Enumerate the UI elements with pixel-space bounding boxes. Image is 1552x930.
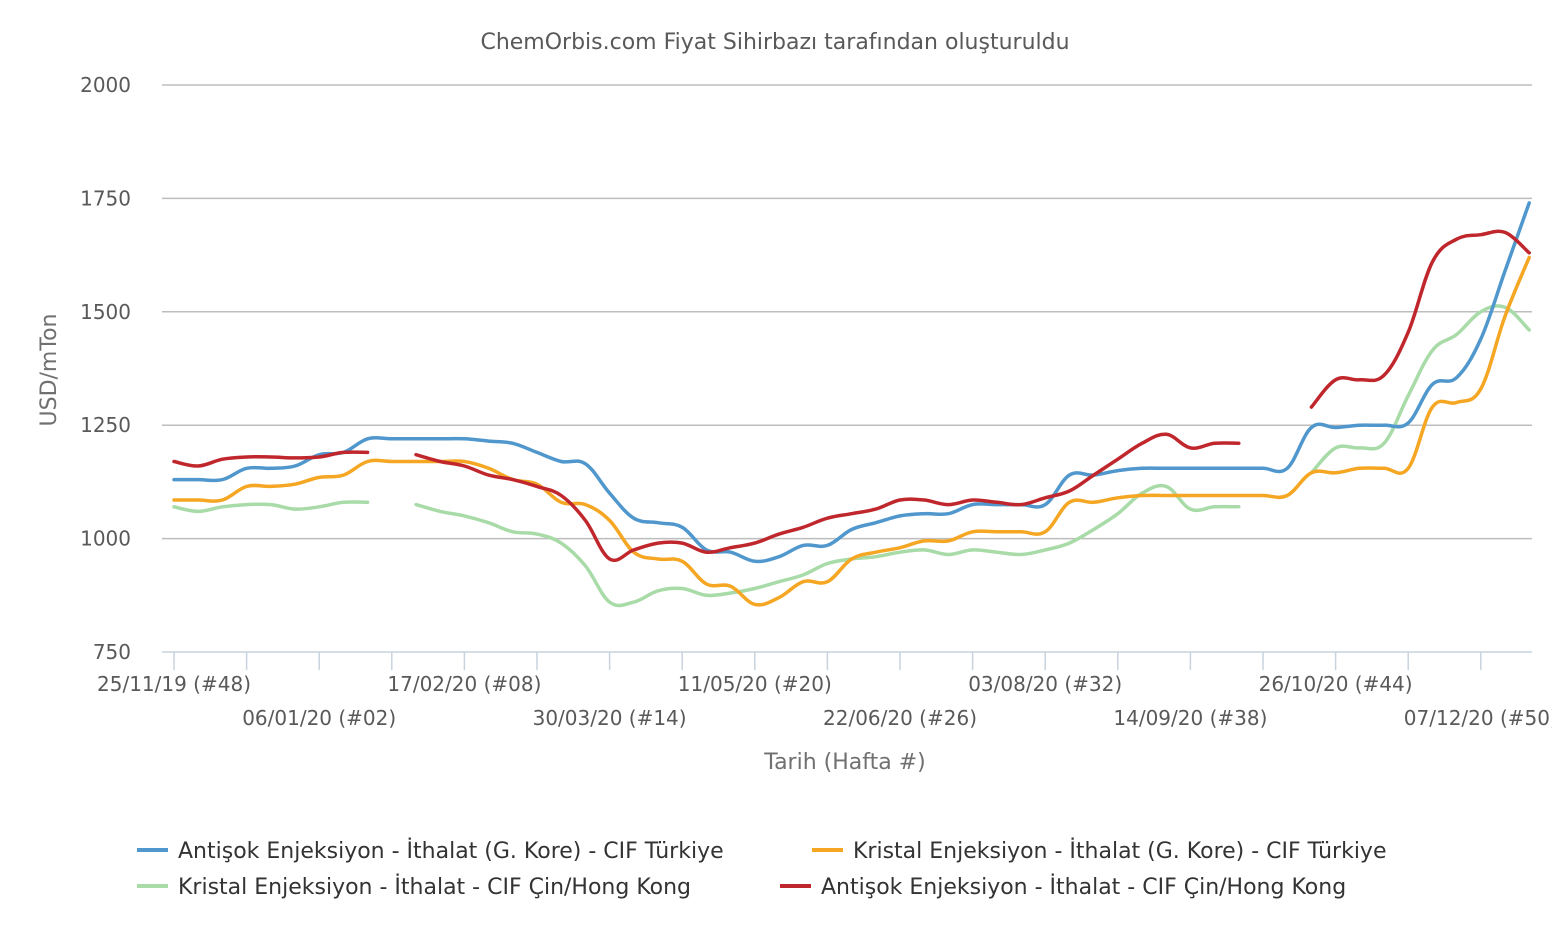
x-ticks: 25/11/19 (#48) 06/01/20 (#02) 17/02/20 (#0… xyxy=(97,652,1552,730)
legend-label: Antişok Enjeksiyon - İthalat (G. Kore) -… xyxy=(178,838,724,864)
x-tick-label: 30/03/20 (#14) xyxy=(533,706,687,730)
x-tick-label: 26/10/20 (#44) xyxy=(1259,672,1413,696)
y-tick-label: 1750 xyxy=(80,186,131,210)
series-lines xyxy=(172,201,1531,608)
legend[interactable]: Antişok Enjeksiyon - İthalat (G. Kore) -… xyxy=(137,838,1387,900)
legend-item[interactable]: Antişok Enjeksiyon - İthalat (G. Kore) -… xyxy=(137,838,724,864)
series-line-segment xyxy=(172,500,370,514)
x-axis-title: Tarih (Hafta #) xyxy=(763,750,925,775)
x-tick-label: 25/11/19 (#48) xyxy=(97,672,251,696)
x-tick-label: 03/08/20 (#32) xyxy=(968,672,1122,696)
x-tick-label: 07/12/20 (#50) xyxy=(1404,706,1552,730)
y-tick-label: 1500 xyxy=(80,300,131,324)
y-axis-title: USD/mTon xyxy=(37,314,62,427)
chart-title: ChemOrbis.com Fiyat Sihirbazı tarafından… xyxy=(480,30,1069,55)
legend-item[interactable]: Kristal Enjeksiyon - İthalat - CIF Çin/H… xyxy=(137,874,691,900)
x-tick-label: 17/02/20 (#08) xyxy=(387,672,541,696)
series-4 xyxy=(172,229,1531,562)
legend-label: Kristal Enjeksiyon - İthalat (G. Kore) -… xyxy=(853,838,1387,864)
x-tick-label: 14/09/20 (#38) xyxy=(1113,706,1267,730)
y-tick-labels: 750 1000 1250 1500 1750 2000 xyxy=(80,73,131,664)
legend-label: Antişok Enjeksiyon - İthalat - CIF Çin/H… xyxy=(821,874,1346,900)
x-tick-label: 22/06/20 (#26) xyxy=(823,706,977,730)
series-line-segment xyxy=(172,450,370,468)
y-gridlines xyxy=(162,84,1532,540)
legend-item[interactable]: Kristal Enjeksiyon - İthalat (G. Kore) -… xyxy=(812,838,1387,864)
x-tick-label: 11/05/20 (#20) xyxy=(678,672,832,696)
y-tick-label: 2000 xyxy=(80,73,131,97)
series-line-segment xyxy=(1309,229,1531,409)
y-tick-label: 750 xyxy=(93,640,131,664)
series-line-segment xyxy=(414,432,1241,562)
series-line-segment xyxy=(172,201,1531,564)
y-tick-label: 1000 xyxy=(80,527,131,551)
series-2 xyxy=(172,255,1531,607)
series-line-segment xyxy=(1309,304,1531,475)
series-line-segment xyxy=(172,255,1531,607)
series-1 xyxy=(172,201,1531,564)
x-tick-label: 06/01/20 (#02) xyxy=(242,706,396,730)
legend-label: Kristal Enjeksiyon - İthalat - CIF Çin/H… xyxy=(178,874,691,900)
legend-item[interactable]: Antişok Enjeksiyon - İthalat - CIF Çin/H… xyxy=(780,874,1346,900)
series-line-segment xyxy=(414,483,1241,608)
y-tick-label: 1250 xyxy=(80,413,131,437)
